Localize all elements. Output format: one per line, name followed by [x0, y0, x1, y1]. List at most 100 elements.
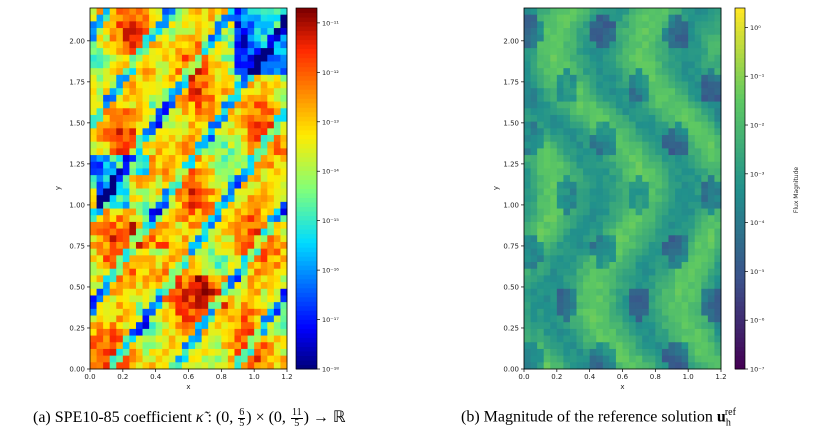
heatmap-cell: [681, 275, 689, 283]
heatmap-cell: [635, 141, 643, 149]
heatmap-cell: [629, 61, 637, 69]
heatmap-cell: [135, 101, 143, 109]
heatmap-cell: [267, 308, 275, 316]
heatmap-cell: [221, 34, 229, 42]
heatmap-cell: [155, 275, 163, 283]
x-tick-label: 0.2: [117, 373, 128, 381]
heatmap-cell: [596, 128, 604, 136]
heatmap-cell: [681, 14, 689, 22]
colorbar-segment: [296, 188, 317, 194]
heatmap-cell: [181, 54, 189, 62]
heatmap-cell: [273, 362, 281, 370]
heatmap-cell: [589, 121, 597, 129]
heatmap-cell: [254, 262, 262, 270]
heatmap-cell: [162, 41, 170, 49]
heatmap-cell: [273, 41, 281, 49]
heatmap-cell: [201, 161, 209, 169]
heatmap-cell: [195, 128, 203, 136]
heatmap-cell: [569, 201, 577, 209]
heatmap-cell: [596, 308, 604, 316]
heatmap-cell: [195, 34, 203, 42]
heatmap-cell: [208, 68, 216, 76]
heatmap-cell: [589, 94, 597, 102]
x-tick-label: 0.8: [216, 373, 227, 381]
heatmap-cell: [707, 168, 715, 176]
colorbar-segment: [296, 66, 317, 72]
heatmap-cell: [227, 328, 235, 336]
heatmap-cell: [714, 108, 722, 116]
heatmap-cell: [135, 48, 143, 56]
heatmap-cell: [648, 128, 656, 136]
heatmap-cell: [234, 8, 242, 16]
heatmap-cell: [214, 315, 222, 323]
heatmap-cell: [524, 34, 531, 42]
heatmap-cell: [254, 255, 262, 263]
heatmap-cell: [142, 108, 150, 116]
heatmap-cell: [122, 135, 130, 143]
heatmap-cell: [642, 81, 650, 89]
heatmap-cell: [609, 74, 617, 82]
heatmap-cell: [681, 308, 689, 316]
heatmap-cell: [129, 94, 137, 102]
heatmap-cell: [175, 28, 183, 36]
heatmap-cell: [563, 48, 571, 56]
heatmap-cell: [583, 262, 591, 270]
heatmap-cell: [96, 34, 104, 42]
heatmap-cell: [208, 282, 216, 290]
heatmap-cell: [648, 241, 656, 250]
heatmap-cell: [668, 342, 676, 350]
heatmap-cell: [648, 61, 656, 69]
heatmap-cell: [688, 308, 696, 316]
heatmap-cell: [530, 68, 538, 76]
heatmap-cell: [221, 208, 229, 216]
heatmap-cell: [175, 101, 183, 109]
heatmap-cell: [556, 108, 564, 116]
heatmap-cell: [642, 282, 650, 290]
heatmap-cell: [524, 355, 531, 363]
heatmap-cell: [668, 155, 676, 163]
heatmap-cell: [648, 221, 656, 230]
heatmap-cell: [96, 288, 104, 296]
heatmap-cell: [530, 188, 538, 196]
heatmap-cell: [681, 228, 689, 236]
heatmap-cell: [142, 241, 150, 250]
heatmap-cell: [227, 54, 235, 62]
heatmap-cell: [707, 208, 715, 216]
heatmap-cell: [661, 168, 669, 176]
heatmap-cell: [642, 54, 650, 62]
heatmap-cell: [129, 34, 137, 42]
heatmap-cell: [221, 108, 229, 116]
heatmap-cell: [168, 81, 176, 89]
colorbar-segment: [296, 206, 317, 212]
colorbar-segment: [296, 337, 317, 343]
heatmap-cell: [175, 14, 183, 22]
heatmap-cell: [688, 181, 696, 189]
heatmap-cell: [602, 28, 610, 36]
heatmap-cell: [615, 315, 623, 323]
heatmap-cell: [668, 215, 676, 223]
heatmap-b: [524, 8, 722, 370]
heatmap-cell: [181, 175, 189, 183]
heatmap-cell: [655, 248, 663, 256]
heatmap-cell: [524, 248, 531, 256]
heatmap-cell: [648, 282, 656, 290]
heatmap-cell: [221, 68, 229, 76]
heatmap-cell: [188, 322, 196, 330]
colorbar-segment: [296, 147, 317, 153]
heatmap-cell: [576, 21, 584, 29]
heatmap-cell: [181, 348, 189, 357]
heatmap-cell: [122, 262, 130, 270]
heatmap-cell: [675, 342, 682, 350]
heatmap-cell: [714, 362, 722, 370]
colorbar-segment: [296, 174, 317, 180]
heatmap-cell: [103, 195, 111, 203]
heatmap-cell: [563, 195, 571, 203]
heatmap-cell: [254, 8, 262, 16]
heatmap-cell: [116, 308, 124, 316]
heatmap-cell: [622, 181, 630, 189]
heatmap-cell: [668, 268, 676, 276]
heatmap-cell: [254, 21, 262, 29]
heatmap-cell: [524, 135, 531, 143]
heatmap-cell: [569, 141, 577, 149]
heatmap-cell: [707, 48, 715, 56]
